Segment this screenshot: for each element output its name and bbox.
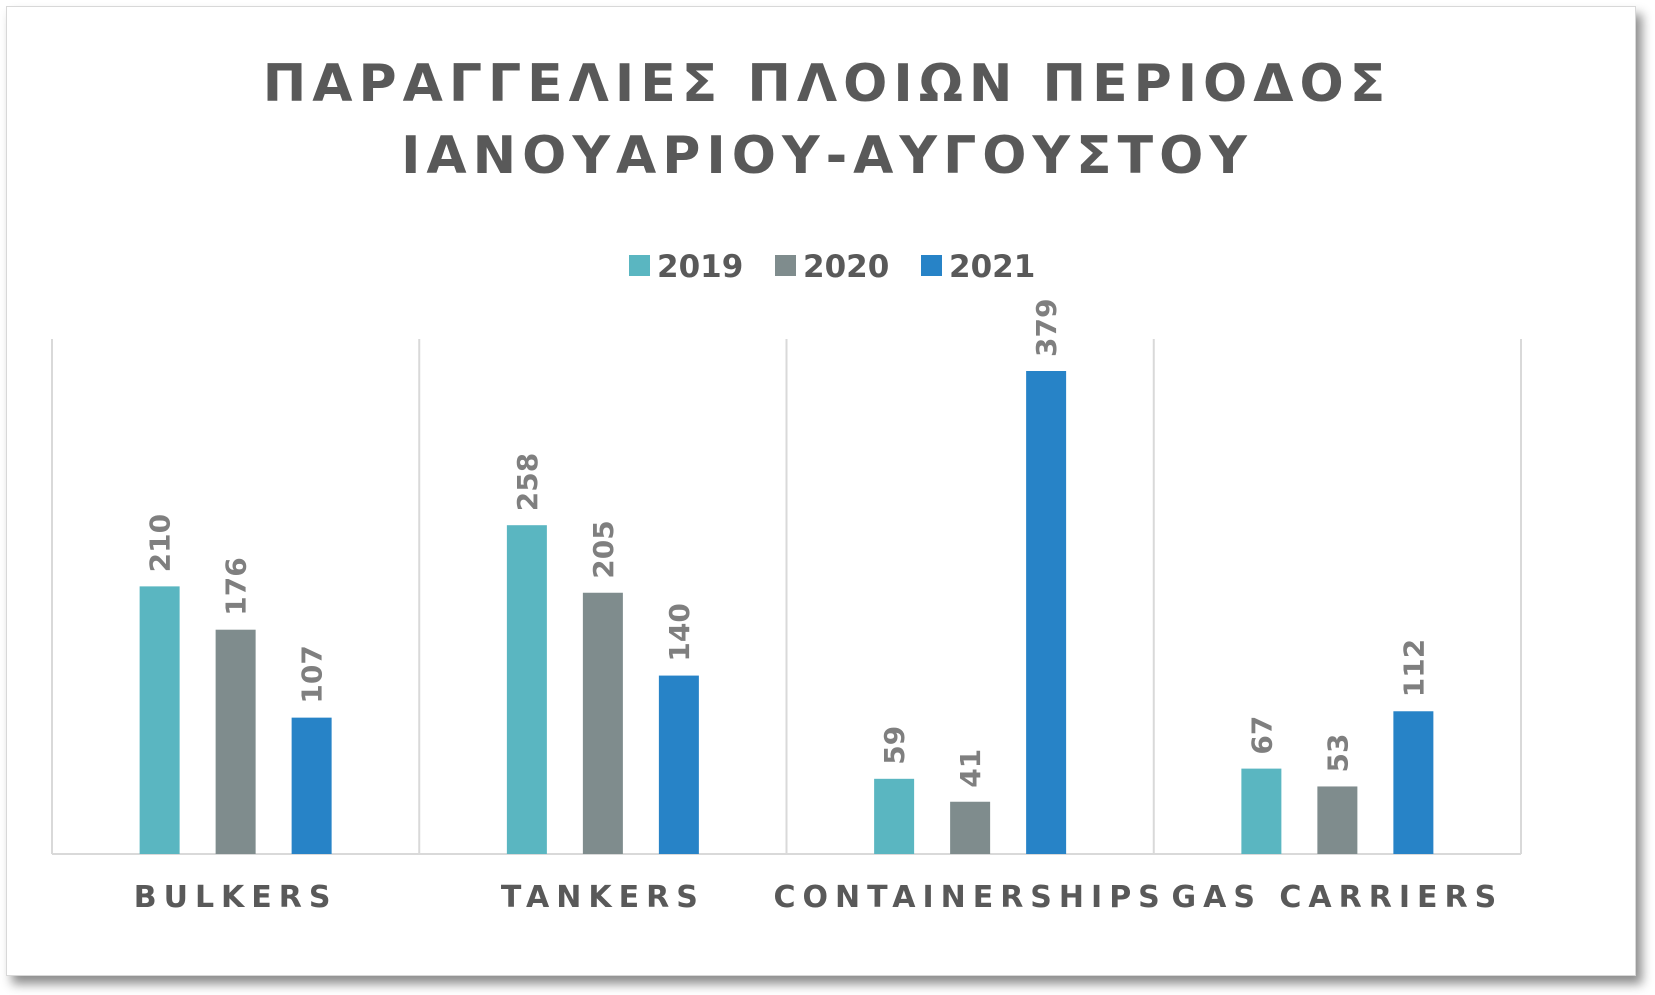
data-label: 107 <box>296 645 329 703</box>
bar-2021 <box>658 675 699 854</box>
data-label: 112 <box>1397 639 1430 697</box>
legend-label-2021: 2021 <box>949 249 1035 285</box>
data-label: 59 <box>878 726 911 765</box>
chart-title-line-1: ΠΑΡΑΓΓΕΛΙΕΣ ΠΛΟΙΩΝ ΠΕΡΙΟΔΟΣ <box>263 54 1391 114</box>
legend-label-2019: 2019 <box>657 249 743 285</box>
data-label: 210 <box>144 514 177 572</box>
bar-2020 <box>582 592 623 854</box>
bar-2019 <box>874 778 915 854</box>
bar-2020 <box>950 801 991 854</box>
plot-area: BULKERS 210 176 107 TANKERS 258 205 140 CONTAINE… <box>51 299 1522 915</box>
category-label: GAS CARRIERS <box>1172 880 1504 915</box>
legend-label-2020: 2020 <box>803 249 889 285</box>
legend: 2019 2020 2021 <box>629 249 1035 285</box>
bar-chart: ΠΑΡΑΓΓΕΛΙΕΣ ΠΛΟΙΩΝ ΠΕΡΙΟΔΟΣ ΙΑΝΟΥΑΡΙΟΥ-Α… <box>51 54 1522 915</box>
data-label: 176 <box>220 557 253 615</box>
bar-2019 <box>1241 768 1282 854</box>
bar-2021 <box>291 717 332 854</box>
data-label: 379 <box>1030 299 1063 357</box>
category-label: CONTAINERSHIPS <box>773 880 1166 915</box>
data-label: 41 <box>954 749 987 788</box>
category-label: BULKERS <box>134 880 338 915</box>
bar-2020 <box>1317 786 1358 854</box>
chart-frame: ΠΑΡΑΓΓΕΛΙΕΣ ΠΛΟΙΩΝ ΠΕΡΙΟΔΟΣ ΙΑΝΟΥΑΡΙΟΥ-Α… <box>6 6 1636 976</box>
bar-2021 <box>1393 711 1434 854</box>
legend-swatch-2021 <box>921 255 942 276</box>
data-label: 258 <box>511 453 544 511</box>
bar-2020 <box>215 629 256 854</box>
data-label: 67 <box>1245 716 1278 755</box>
data-label: 205 <box>587 520 620 578</box>
category-label: TANKERS <box>501 880 705 915</box>
chart-title-line-2: ΙΑΝΟΥΑΡΙΟΥ-ΑΥΓΟΥΣΤΟΥ <box>401 126 1253 186</box>
data-label: 53 <box>1321 733 1354 772</box>
data-label: 140 <box>663 603 696 661</box>
legend-swatch-2020 <box>775 255 796 276</box>
legend-swatch-2019 <box>629 255 650 276</box>
bar-2019 <box>506 525 547 854</box>
bar-2019 <box>139 586 180 854</box>
bar-2021 <box>1026 371 1067 854</box>
